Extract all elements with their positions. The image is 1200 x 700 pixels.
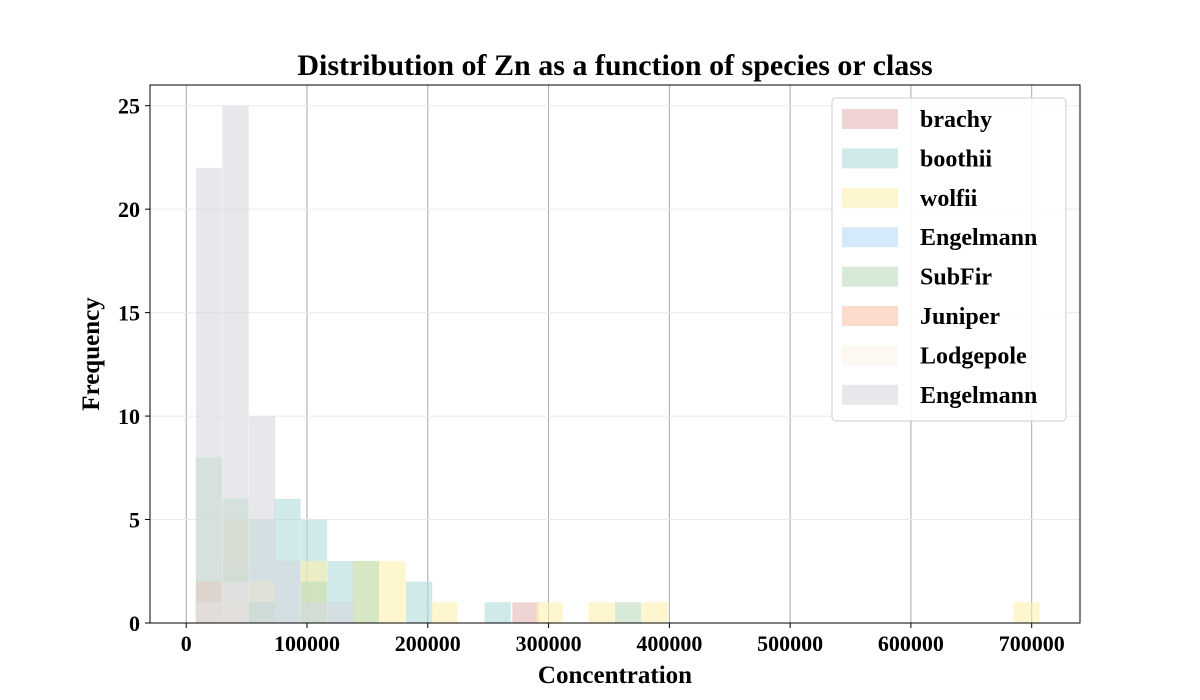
legend-swatch-6 <box>842 345 898 366</box>
x-tick-label-0: 0 <box>181 631 192 656</box>
bar-series-2-bin-4 <box>379 560 406 623</box>
bar-series-2-bin-7 <box>588 602 615 623</box>
bar-series-4-bin-5 <box>615 602 642 623</box>
legend-swatch-5 <box>842 306 898 326</box>
legend-label-6: Lodgepole <box>920 343 1027 369</box>
x-tick-label-4: 400000 <box>636 631 702 656</box>
x-tick-label-3: 300000 <box>516 631 582 656</box>
legend-label-7: Engelmann <box>920 383 1037 409</box>
y-tick-label-5: 25 <box>118 94 140 119</box>
axis-ticks: 0 100000 200000 300000 400000 500000 600000 700… <box>118 94 1065 656</box>
legend-label-1: boothii <box>920 146 992 172</box>
x-tick-label-6: 600000 <box>878 631 944 656</box>
bar-series-7-bin-5 <box>327 602 354 623</box>
y-tick-label-1: 5 <box>129 508 140 533</box>
bar-series-1-bin-7 <box>484 602 511 623</box>
y-axis-label: Frequency <box>78 297 105 411</box>
bar-series-0-bin-1 <box>512 602 539 623</box>
bar-series-7-bin-0 <box>195 167 223 623</box>
legend-box <box>831 97 1067 422</box>
legend-label-5: Juniper <box>920 304 1000 330</box>
histogram-bars <box>195 105 1040 623</box>
bar-series-7-bin-4 <box>300 602 328 623</box>
y-tick-label-3: 15 <box>118 301 140 326</box>
plot-area-frame <box>149 84 1081 624</box>
legend-swatch-7 <box>842 384 898 405</box>
legend-swatch-3 <box>842 227 898 248</box>
legend-swatch-4 <box>842 266 898 287</box>
x-tick-label-2: 200000 <box>395 631 461 656</box>
x-tick-label-1: 100000 <box>274 631 340 656</box>
bar-series-2-bin-6 <box>536 602 563 623</box>
bar-series-4-bin-4 <box>352 560 380 623</box>
chart-title: Distribution of Zn as a function of spec… <box>297 49 932 82</box>
legend-swatch-0 <box>842 109 898 129</box>
legend-label-3: Engelmann <box>920 225 1037 251</box>
x-axis-label: Concentration <box>538 662 692 689</box>
bar-series-2-bin-5 <box>431 602 458 623</box>
x-tick-label-5: 500000 <box>757 631 823 656</box>
legend: brachy boothii wolfii Engelmann SubFir Junipe… <box>831 97 1067 422</box>
legend-swatch-2 <box>842 187 898 208</box>
bar-series-2-bin-9 <box>1013 602 1040 623</box>
bar-series-1-bin-6 <box>406 581 433 623</box>
y-tick-label-0: 0 <box>129 611 140 636</box>
legend-label-0: brachy <box>920 107 992 133</box>
legend-label-2: wolfii <box>920 186 978 212</box>
y-tick-label-2: 10 <box>118 404 140 429</box>
bar-series-2-bin-8 <box>641 602 668 623</box>
y-tick-label-4: 20 <box>118 197 140 222</box>
bar-series-7-bin-3 <box>274 560 301 623</box>
bar-series-7-bin-1 <box>222 105 249 623</box>
legend-swatch-1 <box>842 148 898 169</box>
legend-label-4: SubFir <box>920 265 992 291</box>
x-tick-label-7: 700000 <box>999 631 1065 656</box>
bar-series-7-bin-2 <box>249 416 276 623</box>
